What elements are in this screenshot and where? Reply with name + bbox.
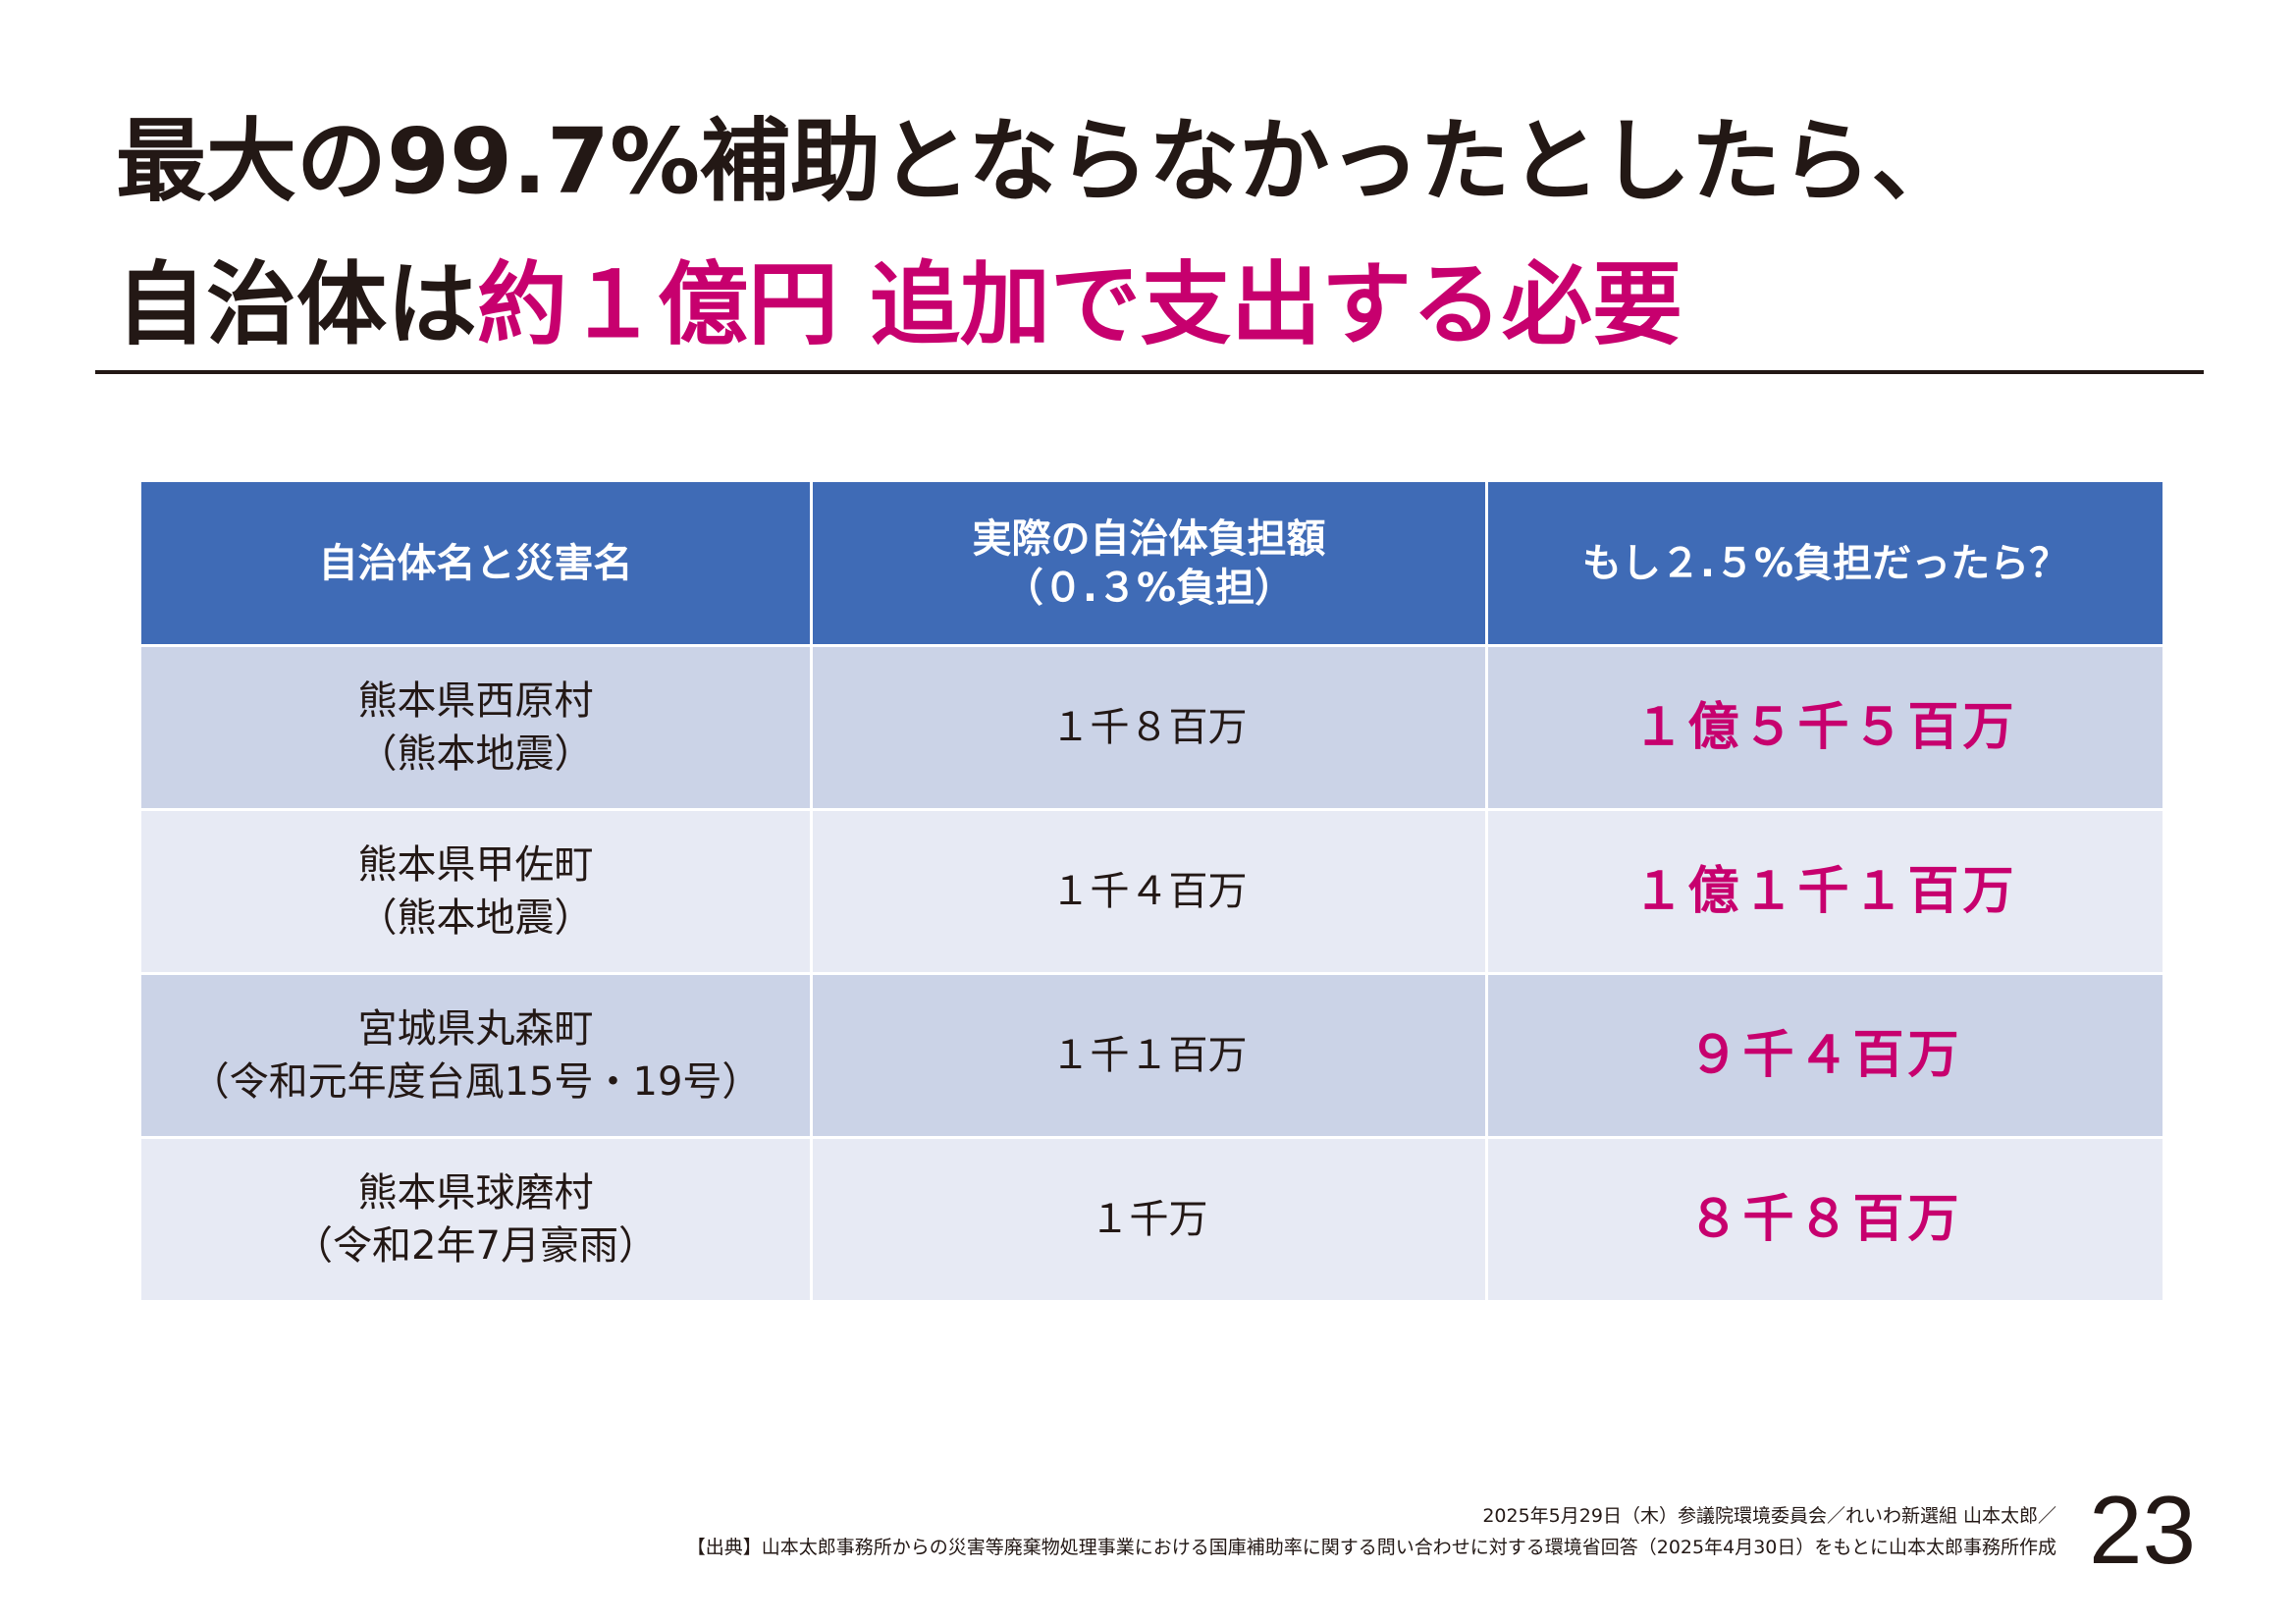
table-row: 熊本県球磨村 （令和2年7月豪雨） １千万 ８千８百万 xyxy=(138,1136,2165,1303)
header-municipality: 自治体名と災害名 xyxy=(138,479,813,647)
source-footer: 2025年5月29日（木）参議院環境委員会／れいわ新選組 山本太郎／ 【出典】山… xyxy=(687,1500,2056,1563)
table-row: 熊本県甲佐町 （熊本地震） １千４百万 １億１千１百万 xyxy=(138,808,2165,975)
table-row: 熊本県西原村 （熊本地震） １千８百万 １億５千５百万 xyxy=(138,644,2165,811)
header-hypothetical-burden: もし２.５%負担だったら？ xyxy=(1485,479,2165,647)
actual-cell: １千１百万 xyxy=(810,972,1488,1139)
municipality-cell: 熊本県球磨村 （令和2年7月豪雨） xyxy=(138,1136,813,1303)
hypothetical-cell: １億５千５百万 xyxy=(1485,644,2165,811)
title-line-2: 自治体は約１億円 追加で支出する必要 xyxy=(116,234,1961,377)
cost-comparison-table: 自治体名と災害名 実際の自治体負担額 （０.３%負担） もし２.５%負担だったら… xyxy=(138,479,2165,1303)
footer-session-info: 2025年5月29日（木）参議院環境委員会／れいわ新選組 山本太郎／ xyxy=(1482,1505,2056,1527)
municipality-cell: 熊本県西原村 （熊本地震） xyxy=(138,644,813,811)
actual-cell: １千万 xyxy=(810,1136,1488,1303)
actual-cell: １千４百万 xyxy=(810,808,1488,975)
actual-cell: １千８百万 xyxy=(810,644,1488,811)
table-row: 宮城県丸森町 （令和元年度台風15号・19号） １千１百万 ９千４百万 xyxy=(138,972,2165,1139)
title-line-2-accent: 約１億円 追加で支出する必要 xyxy=(477,252,1683,357)
header-actual-burden: 実際の自治体負担額 （０.３%負担） xyxy=(810,479,1488,647)
title-line-2-prefix: 自治体は xyxy=(116,252,478,357)
page-number: 23 xyxy=(2089,1476,2197,1584)
table-header-row: 自治体名と災害名 実際の自治体負担額 （０.３%負担） もし２.５%負担だったら… xyxy=(138,479,2165,647)
slide-title: 最大の99.7%補助とならなかったとしたら、 自治体は約１億円 追加で支出する必… xyxy=(116,90,1961,377)
footer-source-citation: 【出典】山本太郎事務所からの災害等廃棄物処理事業における国庫補助率に関する問い合… xyxy=(686,1537,2056,1558)
title-line-1: 最大の99.7%補助とならなかったとしたら、 xyxy=(116,109,1962,214)
municipality-cell: 宮城県丸森町 （令和元年度台風15号・19号） xyxy=(138,972,813,1139)
hypothetical-cell: ８千８百万 xyxy=(1485,1136,2165,1303)
hypothetical-cell: １億１千１百万 xyxy=(1485,808,2165,975)
municipality-cell: 熊本県甲佐町 （熊本地震） xyxy=(138,808,813,975)
hypothetical-cell: ９千４百万 xyxy=(1485,972,2165,1139)
title-divider xyxy=(95,370,2204,374)
